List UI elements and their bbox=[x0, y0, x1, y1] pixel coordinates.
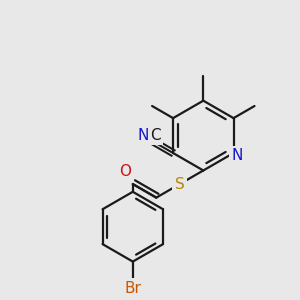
Text: S: S bbox=[175, 176, 185, 191]
Text: N: N bbox=[137, 128, 148, 143]
Text: O: O bbox=[119, 164, 131, 179]
Text: C: C bbox=[151, 128, 161, 143]
Text: Br: Br bbox=[124, 281, 141, 296]
Text: N: N bbox=[232, 148, 243, 164]
